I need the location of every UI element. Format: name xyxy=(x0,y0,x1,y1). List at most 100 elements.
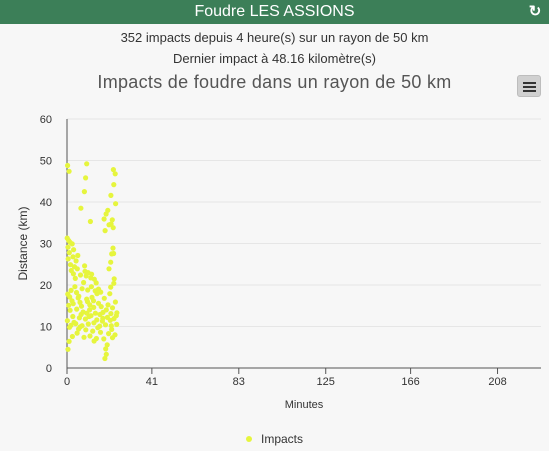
data-point xyxy=(102,322,109,328)
data-point xyxy=(73,289,80,296)
legend[interactable]: Impacts xyxy=(0,432,549,446)
data-point xyxy=(70,271,76,277)
y-tick-label: 40 xyxy=(40,197,52,209)
data-point xyxy=(66,250,72,256)
x-tick-label: 41 xyxy=(146,376,158,388)
x-tick-label: 166 xyxy=(401,376,419,388)
data-point xyxy=(110,167,116,173)
data-point xyxy=(66,302,72,308)
data-point xyxy=(97,329,104,335)
data-point xyxy=(109,305,116,311)
data-point xyxy=(76,293,82,299)
data-point xyxy=(107,317,113,323)
data-point xyxy=(101,216,107,222)
data-point xyxy=(101,295,107,301)
data-point xyxy=(108,221,114,227)
data-point xyxy=(89,271,95,277)
data-point xyxy=(90,298,97,304)
data-point xyxy=(113,201,119,207)
data-point xyxy=(79,286,85,292)
data-point xyxy=(92,288,98,294)
data-point xyxy=(98,304,104,310)
data-point xyxy=(95,325,101,331)
data-point xyxy=(106,331,112,337)
data-point xyxy=(100,315,106,321)
data-point xyxy=(70,313,76,320)
data-point xyxy=(72,284,78,290)
hamburger-menu-icon-line xyxy=(523,90,536,92)
x-axis-title: Minutes xyxy=(285,399,324,411)
data-point xyxy=(91,320,97,326)
data-point xyxy=(87,302,93,308)
y-tick-label: 50 xyxy=(40,156,52,168)
data-point xyxy=(102,228,108,234)
data-point xyxy=(104,342,110,348)
legend-marker xyxy=(245,435,252,442)
data-point xyxy=(68,287,74,293)
data-point xyxy=(87,333,93,339)
refresh-icon[interactable]: ↻ xyxy=(528,3,542,20)
data-point xyxy=(97,311,103,318)
data-point xyxy=(75,252,81,259)
data-point xyxy=(85,321,91,327)
data-point xyxy=(77,272,84,278)
data-point xyxy=(83,327,89,333)
data-point xyxy=(107,291,113,297)
data-point xyxy=(65,256,71,262)
data-point xyxy=(84,161,90,167)
data-point xyxy=(112,299,118,305)
y-tick-label: 20 xyxy=(40,280,52,292)
data-point xyxy=(108,192,114,198)
data-point xyxy=(88,284,94,290)
impact-count-text: 352 impacts depuis 4 heure(s) sur un ray… xyxy=(120,30,429,45)
data-point xyxy=(114,321,120,327)
data-point xyxy=(86,313,92,320)
title-bar: Foudre LES ASSIONS ↻ xyxy=(0,0,549,24)
data-point xyxy=(78,303,85,309)
y-tick-label: 10 xyxy=(40,322,52,334)
data-point xyxy=(102,355,108,362)
data-point xyxy=(82,316,88,322)
data-point xyxy=(112,171,118,177)
data-point xyxy=(111,182,117,188)
data-point xyxy=(111,280,117,286)
data-point xyxy=(111,250,117,257)
data-point xyxy=(83,175,89,181)
chart-panel xyxy=(0,24,549,451)
data-point xyxy=(74,266,80,272)
data-point xyxy=(64,318,70,324)
data-point xyxy=(66,168,72,174)
x-tick-label: 83 xyxy=(233,376,245,388)
data-point xyxy=(65,162,71,169)
data-point xyxy=(78,205,84,211)
data-point xyxy=(103,351,109,357)
data-point xyxy=(68,322,74,328)
data-point xyxy=(101,336,107,342)
data-point xyxy=(67,262,74,268)
hamburger-menu-icon xyxy=(523,82,536,84)
chart-title: Impacts de foudre dans un rayon de 50 km xyxy=(97,72,452,92)
y-tick-label: 60 xyxy=(40,114,52,126)
data-point xyxy=(65,346,71,352)
data-point xyxy=(66,338,72,344)
x-tick-label: 208 xyxy=(488,376,506,388)
data-point xyxy=(109,217,115,223)
data-point xyxy=(109,326,115,332)
chart-menu-button[interactable] xyxy=(517,75,541,97)
data-point xyxy=(69,333,75,340)
data-point xyxy=(92,310,98,316)
data-point xyxy=(71,247,77,253)
data-point xyxy=(108,311,114,317)
data-point xyxy=(106,266,112,272)
data-point xyxy=(81,334,87,340)
y-axis-title: Distance (km) xyxy=(16,206,30,280)
data-point xyxy=(105,207,111,213)
y-tick-label: 30 xyxy=(40,239,52,251)
data-point xyxy=(77,324,83,330)
data-point xyxy=(87,218,93,225)
data-point xyxy=(73,258,79,264)
data-point xyxy=(78,311,84,318)
data-point xyxy=(98,289,104,295)
hamburger-menu-icon-line xyxy=(523,86,536,88)
data-point xyxy=(114,310,120,316)
